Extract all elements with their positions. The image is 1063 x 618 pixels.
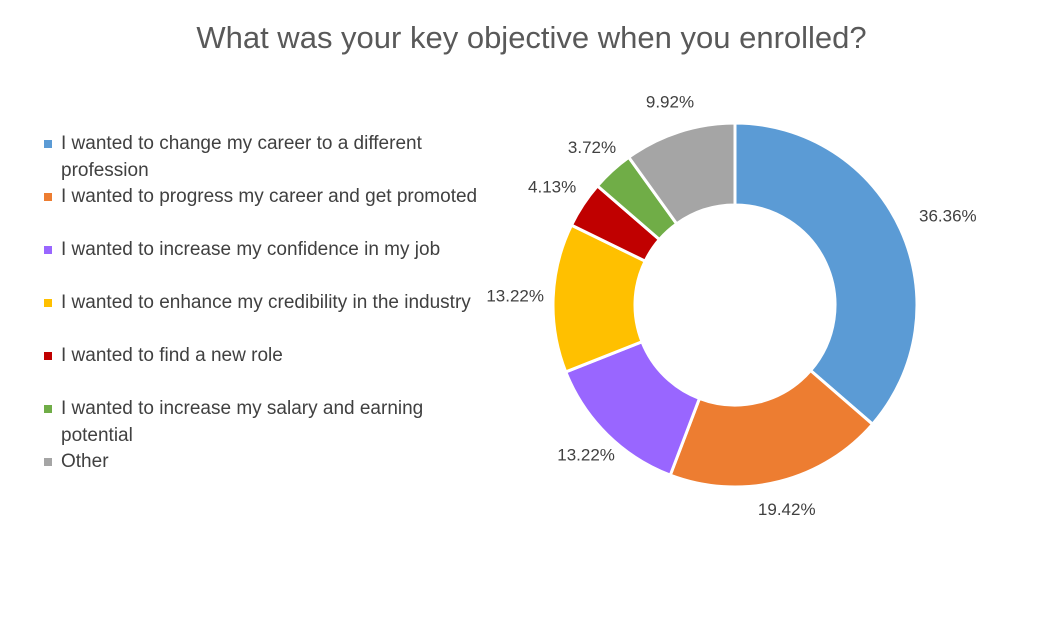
data-label: 36.36% xyxy=(919,206,977,225)
legend-label: I wanted to increase my salary and earni… xyxy=(61,398,424,446)
legend-item: I wanted to progress my career and get p… xyxy=(44,183,484,236)
data-label: 13.22% xyxy=(557,445,615,464)
legend-label: I wanted to find a new role xyxy=(61,345,283,366)
legend-item: I wanted to increase my salary and earni… xyxy=(44,395,484,448)
legend-item: I wanted to enhance my credibility in th… xyxy=(44,289,484,342)
chart-legend: I wanted to change my career to a differ… xyxy=(44,130,484,475)
data-label: 13.22% xyxy=(486,286,544,305)
legend-swatch xyxy=(44,405,52,413)
data-label: 19.42% xyxy=(758,500,816,519)
legend-label: I wanted to increase my confidence in my… xyxy=(61,239,441,260)
donut-slice xyxy=(626,121,737,226)
data-label: 9.92% xyxy=(646,93,694,112)
legend-item: I wanted to find a new role xyxy=(44,342,484,395)
legend-swatch xyxy=(44,299,52,307)
donut-slice xyxy=(668,368,875,489)
legend-label: I wanted to change my career to a differ… xyxy=(61,133,422,181)
chart-title: What was your key objective when you enr… xyxy=(196,20,867,55)
legend-label: I wanted to progress my career and get p… xyxy=(61,186,478,207)
donut-slice xyxy=(733,121,919,427)
legend-item: I wanted to increase my confidence in my… xyxy=(44,236,484,289)
legend-label: I wanted to enhance my credibility in th… xyxy=(61,292,471,313)
data-label: 4.13% xyxy=(528,178,576,197)
legend-swatch xyxy=(44,246,52,254)
legend-swatch xyxy=(44,140,52,148)
legend-swatch xyxy=(44,193,52,201)
legend-item: I wanted to change my career to a differ… xyxy=(44,130,484,183)
legend-item: Other xyxy=(44,448,484,475)
data-label: 3.72% xyxy=(568,138,616,157)
legend-swatch xyxy=(44,352,52,360)
legend-label: Other xyxy=(61,451,109,472)
legend-swatch xyxy=(44,458,52,466)
